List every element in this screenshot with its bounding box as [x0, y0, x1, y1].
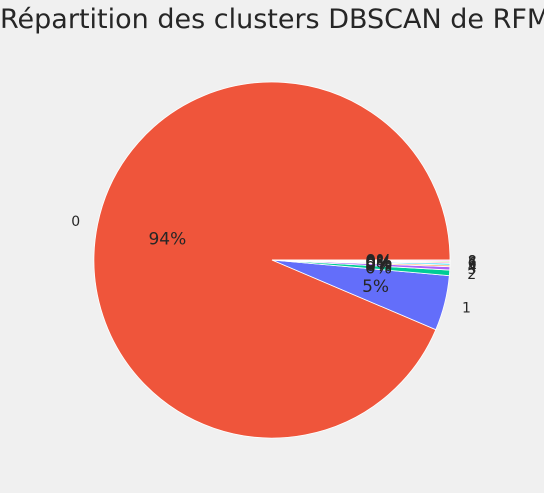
percent-label-8: 0%: [365, 251, 392, 271]
chart-title: Répartition des clusters DBSCAN de RFM: [0, 4, 544, 35]
percent-label-0: 94%: [148, 230, 186, 250]
category-label-3: 3: [468, 262, 477, 278]
category-label-8: 8: [468, 254, 477, 270]
category-label-0: 0: [71, 214, 80, 230]
pie-slice-8: [271, 259, 451, 262]
percent-label-1: 5%: [362, 277, 389, 297]
category-label-2: 2: [467, 267, 476, 283]
percent-label-2: 0%: [365, 259, 392, 279]
percent-label-7: 0%: [365, 252, 392, 272]
percent-label-3: 0%: [365, 256, 392, 276]
category-label-6: 6: [468, 256, 477, 272]
percent-label-4: 0%: [365, 255, 392, 275]
category-label-4: 4: [468, 259, 477, 275]
percent-label-5: 0%: [365, 254, 392, 274]
category-label-1: 1: [462, 301, 471, 317]
percent-label-6: 0%: [365, 253, 392, 273]
category-label-7: 7: [468, 255, 477, 271]
category-label-5: 5: [468, 258, 477, 274]
